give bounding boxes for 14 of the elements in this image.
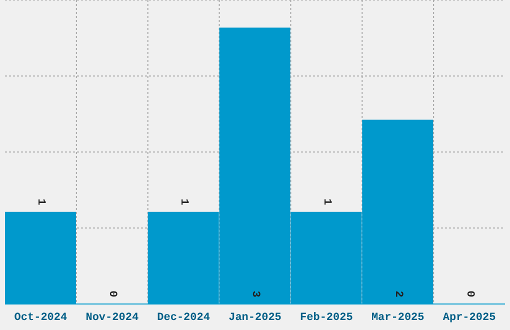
data-label: 3	[249, 290, 261, 298]
data-label: 0	[106, 290, 118, 298]
data-label: 1	[320, 198, 332, 206]
x-tick-label: Mar-2025	[371, 312, 425, 324]
x-tick-label: Jan-2025	[228, 312, 282, 324]
data-label: 1	[34, 198, 47, 206]
x-tick-label: Apr-2025	[442, 312, 496, 324]
data-label: 2	[392, 290, 404, 298]
x-tick-label: Feb-2025	[300, 312, 354, 324]
x-tick-label: Dec-2024	[157, 312, 210, 324]
data-label: 0	[463, 290, 476, 298]
data-label: 1	[178, 198, 190, 206]
x-tick-label: Oct-2024	[14, 312, 68, 324]
x-tick-label: Nov-2024	[86, 312, 139, 324]
